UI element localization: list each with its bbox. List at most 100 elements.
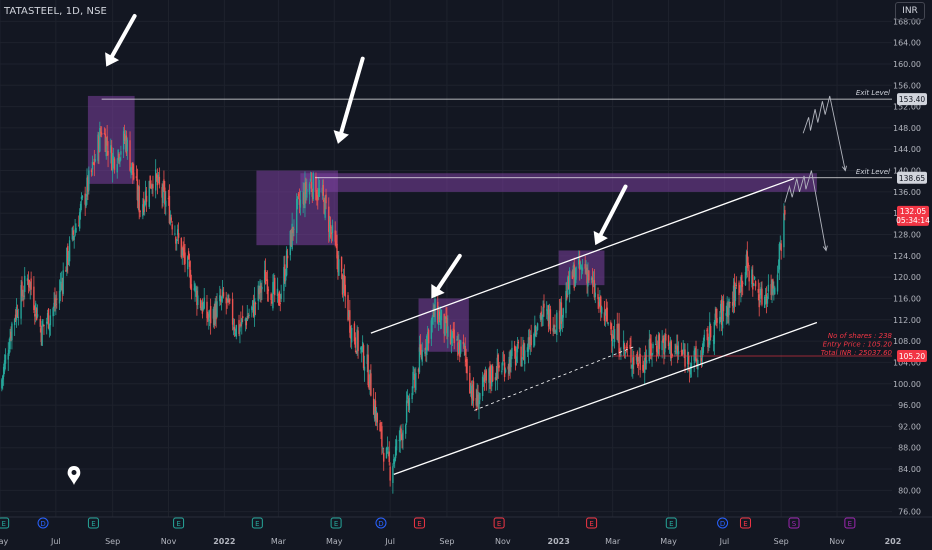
candle-body[interactable]	[402, 430, 404, 441]
candle-body[interactable]	[689, 365, 692, 375]
candle-body[interactable]	[163, 179, 165, 190]
candle-body[interactable]	[187, 256, 189, 270]
candle-body[interactable]	[143, 203, 146, 208]
candle-body[interactable]	[39, 319, 41, 327]
candle-body[interactable]	[129, 140, 131, 171]
candle-body[interactable]	[261, 286, 263, 290]
candle-body[interactable]	[78, 212, 81, 229]
candle-body[interactable]	[783, 213, 785, 248]
candle-body[interactable]	[338, 259, 340, 276]
candle-body[interactable]	[488, 368, 490, 383]
candle-body[interactable]	[67, 246, 69, 265]
candle-body[interactable]	[150, 187, 152, 189]
candle-body[interactable]	[650, 343, 652, 357]
candle-body[interactable]	[197, 295, 199, 306]
candles[interactable]	[1, 121, 786, 494]
candle-body[interactable]	[598, 301, 600, 309]
candle-body[interactable]	[315, 176, 317, 200]
candle-body[interactable]	[426, 336, 428, 356]
candle-body[interactable]	[80, 196, 83, 200]
candle-body[interactable]	[715, 308, 717, 318]
candle-body[interactable]	[175, 237, 177, 244]
candle-body[interactable]	[289, 230, 292, 256]
pointer-arrow[interactable]	[110, 13, 137, 59]
candle-body[interactable]	[111, 147, 113, 171]
candle-body[interactable]	[695, 346, 697, 361]
candle-body[interactable]	[200, 307, 203, 311]
candle-body[interactable]	[187, 251, 190, 260]
candle-body[interactable]	[291, 223, 293, 249]
candle-body[interactable]	[439, 315, 442, 326]
event-marker-e[interactable]: E	[0, 517, 10, 529]
candle-body[interactable]	[189, 269, 192, 288]
candle-body[interactable]	[770, 284, 772, 295]
candle-body[interactable]	[498, 365, 500, 368]
candle-body[interactable]	[398, 439, 400, 441]
candle-body[interactable]	[675, 345, 677, 349]
candle-body[interactable]	[449, 329, 452, 344]
candle-body[interactable]	[575, 266, 577, 280]
candle-body[interactable]	[431, 316, 433, 325]
candle-body[interactable]	[152, 184, 154, 189]
candle-body[interactable]	[13, 318, 16, 326]
candle-body[interactable]	[254, 302, 257, 305]
candle-body[interactable]	[293, 228, 295, 230]
candle-body[interactable]	[164, 187, 166, 205]
candle-body[interactable]	[681, 350, 683, 355]
candle-body[interactable]	[240, 322, 242, 327]
candle-body[interactable]	[603, 312, 606, 321]
candle-body[interactable]	[765, 294, 768, 304]
candle-body[interactable]	[277, 293, 280, 295]
candle-body[interactable]	[233, 326, 236, 331]
candle-body[interactable]	[328, 206, 330, 232]
candle-body[interactable]	[753, 276, 756, 280]
candle-body[interactable]	[639, 353, 641, 370]
candle-body[interactable]	[257, 285, 259, 301]
candle-body[interactable]	[661, 340, 663, 351]
candle-body[interactable]	[510, 351, 512, 368]
candle-body[interactable]	[658, 334, 661, 349]
candle-body[interactable]	[733, 281, 736, 306]
candle-body[interactable]	[296, 196, 299, 200]
candle-body[interactable]	[520, 346, 522, 367]
candle-body[interactable]	[739, 291, 741, 293]
candle-body[interactable]	[383, 452, 385, 462]
event-marker-d[interactable]: D	[375, 517, 387, 529]
candle-body[interactable]	[234, 332, 237, 334]
candle-body[interactable]	[48, 323, 51, 331]
candle-body[interactable]	[622, 340, 625, 350]
candle-body[interactable]	[194, 284, 196, 293]
candle-body[interactable]	[342, 275, 345, 293]
candle-body[interactable]	[238, 320, 240, 335]
candle-body[interactable]	[323, 199, 325, 214]
candle-body[interactable]	[11, 323, 13, 341]
candle-body[interactable]	[418, 347, 421, 373]
candle-body[interactable]	[579, 264, 582, 268]
candle-body[interactable]	[447, 326, 449, 337]
candle-body[interactable]	[481, 376, 484, 397]
candle-body[interactable]	[696, 359, 698, 366]
candle-body[interactable]	[78, 225, 80, 227]
candle-body[interactable]	[542, 307, 544, 318]
event-marker-d[interactable]: D	[37, 517, 49, 529]
candle-body[interactable]	[208, 319, 210, 321]
candle-body[interactable]	[489, 366, 491, 380]
candle-body[interactable]	[22, 298, 24, 300]
candle-body[interactable]	[713, 322, 716, 344]
candle-body[interactable]	[20, 285, 22, 319]
candle-body[interactable]	[387, 451, 390, 453]
candle-body[interactable]	[630, 347, 632, 363]
candle-body[interactable]	[479, 393, 481, 400]
candle-body[interactable]	[168, 195, 171, 224]
candle-body[interactable]	[559, 301, 562, 331]
candle-body[interactable]	[303, 192, 305, 205]
candle-body[interactable]	[408, 397, 411, 410]
candle-body[interactable]	[372, 398, 375, 415]
pointer-arrow[interactable]	[339, 56, 365, 135]
candle-body[interactable]	[459, 340, 462, 354]
candle-body[interactable]	[285, 250, 288, 276]
candle-body[interactable]	[726, 302, 728, 317]
candle-body[interactable]	[177, 233, 180, 238]
candle-body[interactable]	[103, 133, 106, 135]
candle-body[interactable]	[26, 278, 29, 281]
